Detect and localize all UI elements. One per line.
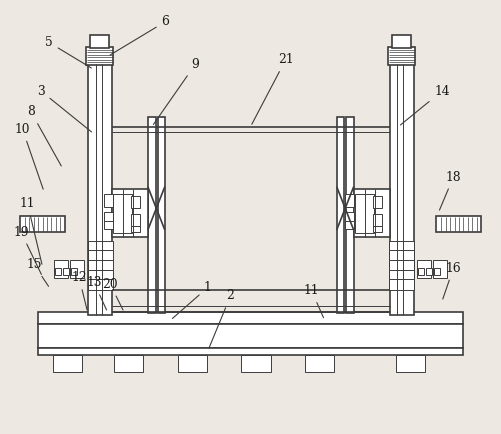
Bar: [426, 268, 432, 275]
Text: 9: 9: [153, 58, 199, 125]
Text: 6: 6: [110, 15, 169, 55]
Text: 15: 15: [27, 258, 49, 286]
Bar: [178, 355, 207, 372]
Bar: [54, 260, 68, 278]
Bar: [88, 250, 113, 260]
Bar: [389, 250, 414, 260]
Bar: [345, 212, 354, 225]
Bar: [20, 216, 65, 232]
Text: 20: 20: [102, 278, 123, 310]
Bar: [131, 196, 140, 208]
Bar: [104, 221, 113, 229]
Text: 19: 19: [13, 226, 42, 274]
Text: 3: 3: [37, 85, 92, 132]
Bar: [346, 117, 354, 313]
Bar: [114, 355, 143, 372]
Bar: [373, 196, 382, 208]
Bar: [433, 260, 447, 278]
Bar: [158, 117, 165, 313]
Bar: [388, 47, 415, 65]
Text: 1: 1: [172, 281, 212, 319]
Text: 21: 21: [252, 53, 294, 124]
Bar: [355, 194, 374, 233]
Text: 14: 14: [400, 85, 450, 125]
Bar: [63, 268, 69, 275]
Text: 5: 5: [45, 36, 91, 68]
Text: 2: 2: [209, 289, 234, 348]
Bar: [86, 47, 113, 65]
Bar: [88, 260, 113, 270]
Bar: [390, 64, 414, 315]
Bar: [396, 355, 425, 372]
Bar: [373, 226, 382, 232]
Text: 11: 11: [20, 197, 42, 264]
Bar: [71, 268, 77, 275]
Bar: [131, 226, 140, 232]
Bar: [434, 268, 440, 275]
Text: 18: 18: [439, 171, 461, 210]
Bar: [90, 35, 109, 48]
Text: 8: 8: [27, 105, 61, 166]
Bar: [55, 268, 61, 275]
Bar: [305, 355, 334, 372]
Bar: [88, 64, 112, 315]
Bar: [241, 355, 271, 372]
Bar: [104, 212, 113, 225]
Bar: [38, 348, 463, 355]
Bar: [53, 355, 82, 372]
Bar: [389, 279, 414, 290]
Text: 11: 11: [304, 284, 324, 318]
Bar: [88, 279, 113, 290]
Bar: [131, 214, 140, 226]
Bar: [354, 189, 390, 237]
Bar: [389, 260, 414, 270]
Bar: [417, 260, 431, 278]
Bar: [70, 260, 84, 278]
Bar: [104, 194, 113, 207]
Bar: [88, 270, 113, 279]
Bar: [38, 324, 463, 348]
Bar: [389, 241, 414, 250]
Bar: [38, 312, 463, 324]
Bar: [373, 214, 382, 226]
Bar: [113, 194, 132, 233]
Bar: [337, 117, 344, 313]
Bar: [392, 35, 411, 48]
Text: 13: 13: [87, 276, 107, 310]
Bar: [88, 241, 113, 250]
Bar: [345, 221, 354, 229]
Text: 16: 16: [443, 262, 461, 299]
Text: 12: 12: [71, 271, 87, 310]
Bar: [345, 194, 354, 207]
Text: 10: 10: [15, 123, 43, 189]
Bar: [389, 270, 414, 279]
Bar: [418, 268, 424, 275]
Bar: [148, 117, 156, 313]
Bar: [112, 189, 148, 237]
Bar: [436, 216, 481, 232]
